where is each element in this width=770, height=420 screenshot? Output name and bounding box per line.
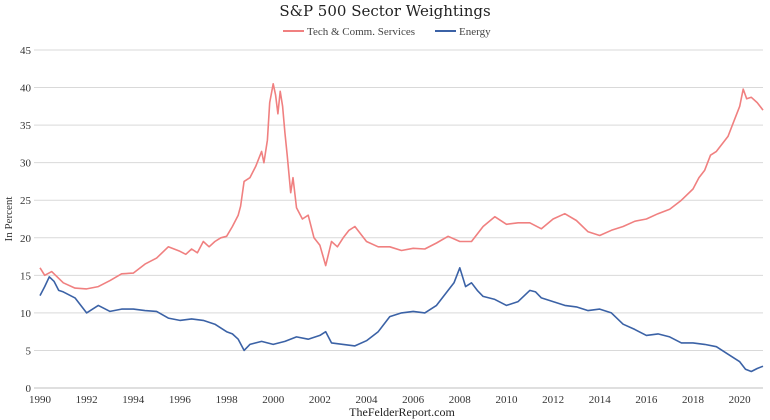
x-tick-label: 2012 (542, 394, 564, 406)
y-tick-label: 0 (26, 383, 32, 395)
series-line-energy (39, 266, 764, 373)
x-tick-label: 2004 (356, 394, 379, 406)
y-tick-labels: 0 5 10 15 20 25 30 35 40 45 (20, 45, 32, 395)
legend: Tech & Comm. Services Energy (283, 26, 491, 38)
series-line-tech-comm-services (39, 83, 764, 290)
x-tick-label: 2000 (262, 394, 285, 406)
x-tick-label: 2020 (729, 394, 752, 406)
y-tick-label: 30 (20, 158, 32, 170)
x-tick-label: 2018 (682, 394, 705, 406)
chart-title: S&P 500 Sector Weightings (279, 2, 490, 20)
x-tick-label: 1990 (29, 394, 52, 406)
y-tick-label: 5 (26, 345, 32, 357)
y-tick-label: 15 (20, 270, 32, 282)
y-tick-label: 20 (20, 233, 32, 245)
x-tick-label: 1994 (122, 394, 145, 406)
y-tick-label: 35 (20, 120, 32, 132)
y-tick-label: 10 (20, 308, 32, 320)
x-tick-label: 2014 (589, 394, 612, 406)
source-credit: TheFelderReport.com (349, 405, 455, 419)
legend-label-energy: Energy (459, 26, 491, 38)
y-tick-label: 25 (20, 195, 32, 207)
x-tick-label: 1996 (169, 394, 192, 406)
x-tick-label: 1998 (216, 394, 239, 406)
legend-label-tech: Tech & Comm. Services (307, 26, 415, 38)
x-tick-labels: 1990 1992 1994 1996 1998 2000 2002 2004 2006 2008… (29, 394, 751, 406)
y-tick-label: 40 (20, 83, 32, 95)
y-axis-label: In Percent (3, 197, 15, 242)
x-tick-label: 2016 (635, 394, 658, 406)
series-lines (39, 83, 764, 373)
y-tick-label: 45 (20, 45, 32, 57)
gridlines (34, 49, 763, 389)
x-tick-label: 2010 (495, 394, 518, 406)
x-tick-label: 2008 (449, 394, 472, 406)
x-tick-label: 1992 (76, 394, 98, 406)
x-tick-label: 2006 (402, 394, 425, 406)
x-tick-label: 2002 (309, 394, 331, 406)
